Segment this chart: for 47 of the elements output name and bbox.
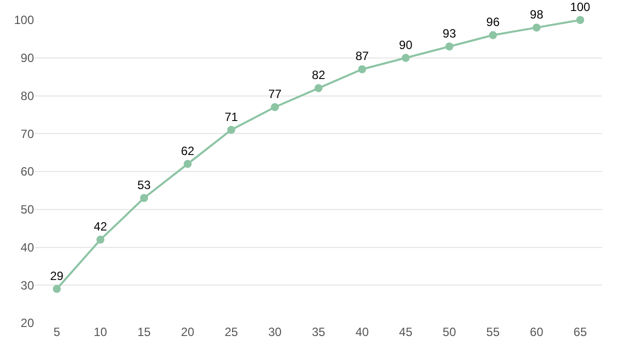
x-tick-label: 65 <box>574 325 588 339</box>
y-tick-label: 100 <box>14 13 34 28</box>
data-label: 93 <box>442 26 456 41</box>
data-label: 96 <box>486 15 500 30</box>
y-tick-label: 40 <box>20 240 34 254</box>
x-tick-label: 5 <box>53 325 60 339</box>
point <box>445 42 454 51</box>
x-tick-label: 20 <box>180 325 195 339</box>
data-label: 62 <box>180 144 195 158</box>
point <box>140 194 148 202</box>
x-tick-label: 45 <box>399 325 413 339</box>
point <box>402 54 410 62</box>
data-label: 98 <box>530 8 544 22</box>
y-tick-label: 30 <box>20 278 34 292</box>
x-tick-label: 55 <box>486 325 500 339</box>
x-tick-label: 10 <box>94 325 108 339</box>
point <box>576 16 584 24</box>
x-tick-label: 15 <box>137 325 152 339</box>
point <box>358 65 366 74</box>
data-label: 71 <box>224 110 238 124</box>
y-tick-label: 90 <box>20 51 34 66</box>
point <box>52 284 61 293</box>
point <box>184 160 192 168</box>
point <box>227 126 236 134</box>
x-tick-label: 40 <box>355 325 370 339</box>
point <box>532 24 541 32</box>
y-tick-label: 50 <box>20 202 34 217</box>
point <box>270 103 279 112</box>
point <box>314 84 322 92</box>
y-tick-label: 70 <box>20 126 34 141</box>
x-tick-label: 25 <box>224 325 238 339</box>
data-label: 29 <box>50 268 64 283</box>
y-tick-label: 80 <box>20 88 34 103</box>
x-tick-label: 60 <box>530 325 544 339</box>
x-tick-label: 30 <box>268 325 282 339</box>
y-tick-label: 60 <box>20 164 34 179</box>
data-label: 100 <box>570 0 591 14</box>
data-label: 53 <box>137 178 152 192</box>
data-label: 82 <box>312 68 326 82</box>
data-label: 77 <box>268 87 282 102</box>
point <box>488 31 497 40</box>
x-tick-label: 35 <box>312 325 326 339</box>
data-label: 42 <box>94 220 108 234</box>
data-label: 90 <box>399 38 413 52</box>
x-tick-label: 50 <box>442 325 456 339</box>
point <box>96 236 104 244</box>
data-label: 87 <box>355 49 370 64</box>
